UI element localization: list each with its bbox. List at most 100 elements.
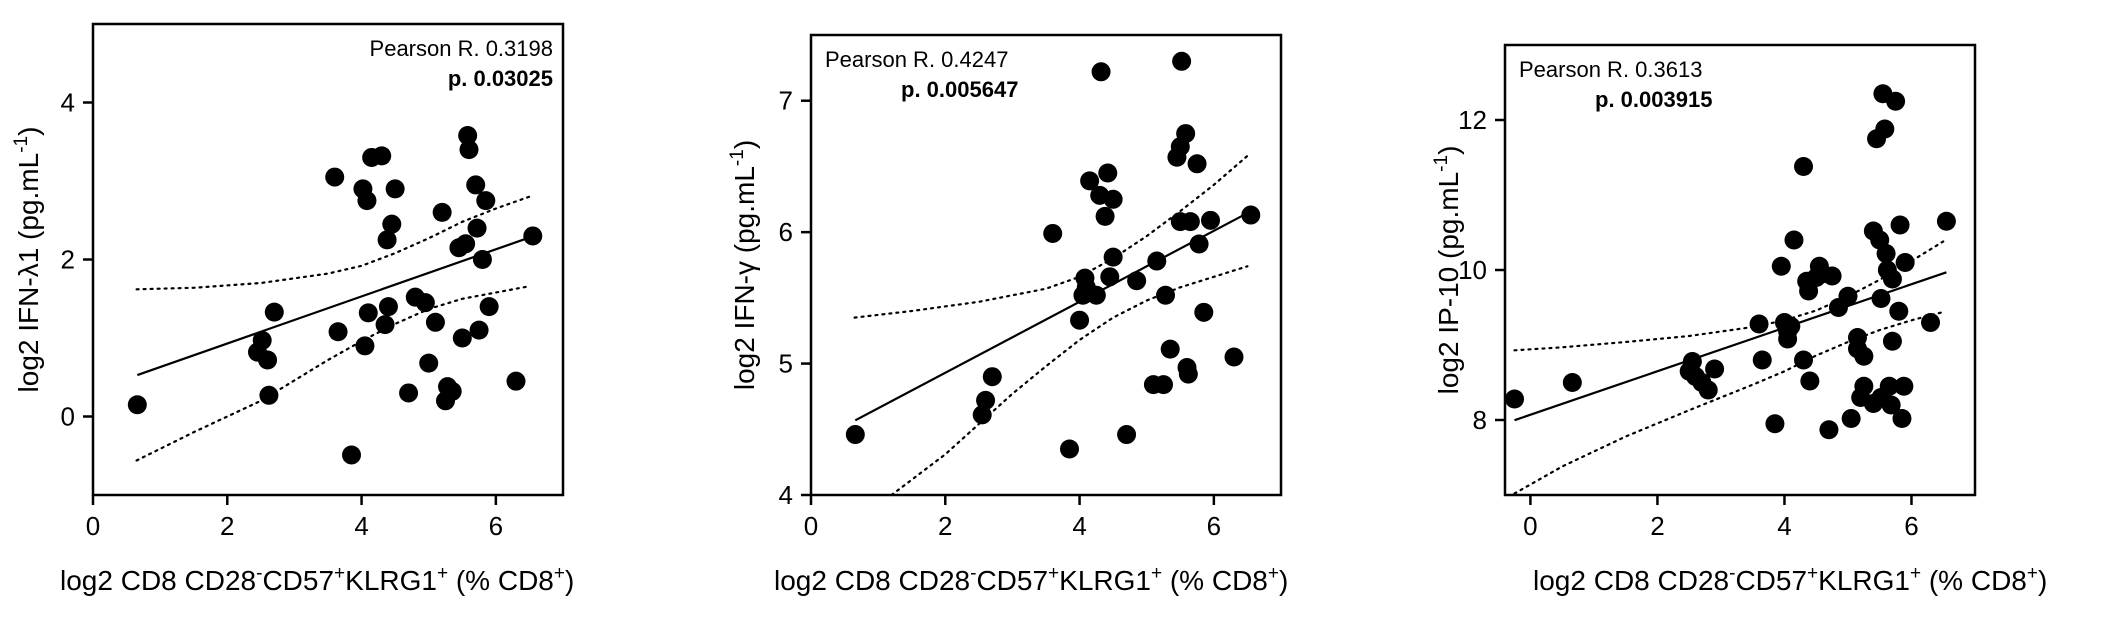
pearson-r-label: Pearson R. 0.4247 bbox=[825, 47, 1008, 72]
data-point bbox=[466, 175, 486, 195]
pearson-r-label: Pearson R. 0.3198 bbox=[370, 36, 553, 61]
x-tick-label: 2 bbox=[938, 511, 952, 541]
data-point bbox=[1889, 301, 1909, 321]
data-point bbox=[469, 320, 489, 340]
data-point bbox=[1176, 124, 1196, 144]
data-point bbox=[1841, 409, 1861, 428]
ci-lower-band bbox=[1513, 310, 1945, 495]
data-point bbox=[845, 425, 865, 445]
data-point bbox=[1749, 314, 1769, 334]
data-point bbox=[472, 250, 492, 269]
data-point bbox=[378, 297, 398, 317]
data-point bbox=[399, 383, 419, 403]
data-point bbox=[357, 191, 377, 211]
x-tick-label: 2 bbox=[220, 511, 234, 541]
x-tick-label: 0 bbox=[804, 511, 818, 541]
data-point bbox=[1854, 376, 1874, 396]
x-tick-label: 6 bbox=[1904, 511, 1918, 541]
data-point bbox=[264, 302, 284, 322]
data-point bbox=[476, 191, 496, 211]
data-point bbox=[328, 322, 348, 342]
data-point bbox=[1705, 359, 1725, 379]
data-point bbox=[1201, 210, 1220, 230]
data-point bbox=[432, 202, 452, 222]
data-point bbox=[456, 234, 476, 254]
plot-frame bbox=[809, 33, 1283, 497]
data-point bbox=[976, 390, 996, 410]
data-point bbox=[1103, 189, 1123, 209]
data-point bbox=[1224, 347, 1244, 367]
data-point bbox=[1180, 212, 1200, 232]
data-point bbox=[1881, 395, 1901, 415]
data-point bbox=[1241, 205, 1261, 225]
y-tick-label: 4 bbox=[779, 480, 793, 510]
data-point bbox=[375, 315, 395, 335]
chart-svg: 0 2 4 6 4 5 6 7 Pearson R. 0.4247 p. 0.005647 log2… bbox=[727, 33, 1288, 596]
x-tick-label: 0 bbox=[1523, 511, 1537, 541]
y-tick-label: 5 bbox=[779, 349, 793, 379]
data-point bbox=[1894, 376, 1914, 396]
data-point bbox=[382, 214, 402, 234]
ci-lower-band bbox=[135, 285, 531, 462]
x-tick-label: 0 bbox=[86, 511, 100, 541]
x-tick-label: 4 bbox=[1777, 511, 1791, 541]
data-point bbox=[1784, 230, 1804, 250]
data-point bbox=[452, 328, 472, 348]
y-tick-label: 0 bbox=[61, 402, 75, 432]
y-axis-title: log2 IFN-γ (pg.mL-1) bbox=[727, 140, 760, 390]
data-point bbox=[523, 226, 543, 246]
y-tick-label: 10 bbox=[1458, 255, 1487, 285]
x-tick-label: 2 bbox=[1650, 511, 1664, 541]
chart-ip10: 0 2 4 6 8 10 12 Pearson R. 0.3613 p. 0.003915 log… bbox=[1408, 0, 2112, 623]
pearson-r-label: Pearson R. 0.3613 bbox=[1519, 57, 1702, 82]
data-point bbox=[1091, 62, 1111, 82]
data-point bbox=[1160, 339, 1180, 359]
ci-lower-band bbox=[890, 265, 1249, 497]
data-point bbox=[1892, 409, 1912, 428]
data-point bbox=[1895, 253, 1915, 272]
data-point bbox=[1854, 346, 1874, 366]
data-point bbox=[1886, 91, 1906, 111]
data-point bbox=[355, 336, 375, 356]
data-point bbox=[1100, 267, 1120, 287]
data-point bbox=[325, 167, 345, 187]
data-point bbox=[1154, 375, 1173, 395]
data-point bbox=[506, 371, 526, 391]
regression-line bbox=[136, 235, 534, 377]
data-point bbox=[1781, 316, 1801, 336]
y-tick-label: 8 bbox=[1473, 405, 1487, 435]
y-tick-label: 6 bbox=[779, 217, 793, 247]
data-point bbox=[479, 297, 499, 317]
data-point bbox=[1080, 171, 1100, 191]
ci-upper-band bbox=[135, 195, 531, 291]
data-point bbox=[372, 146, 392, 166]
x-tick-label: 4 bbox=[354, 511, 368, 541]
data-point bbox=[1890, 215, 1910, 235]
data-point bbox=[258, 350, 278, 370]
y-tick-label: 4 bbox=[61, 88, 75, 118]
data-point bbox=[1822, 266, 1842, 286]
data-point bbox=[1879, 376, 1899, 396]
data-point bbox=[972, 405, 992, 425]
data-point bbox=[1771, 256, 1791, 276]
data-point bbox=[1103, 247, 1123, 267]
data-point bbox=[358, 303, 378, 323]
data-point bbox=[982, 367, 1002, 387]
data-point bbox=[1698, 380, 1718, 400]
regression-line bbox=[854, 210, 1252, 422]
data-point bbox=[1682, 352, 1702, 371]
data-point bbox=[1194, 302, 1214, 322]
x-axis-title: log2 CD8 CD28-CD57+KLRG1+ (% CD8+) bbox=[1533, 563, 2047, 596]
data-point bbox=[1189, 234, 1209, 254]
data-point bbox=[1147, 251, 1167, 271]
data-point bbox=[1819, 420, 1839, 440]
data-point bbox=[1871, 289, 1891, 308]
p-value-label: p. 0.03025 bbox=[448, 66, 553, 91]
data-point bbox=[1156, 285, 1176, 305]
data-point bbox=[127, 395, 147, 415]
data-point bbox=[1794, 157, 1814, 176]
x-tick-label: 6 bbox=[1207, 511, 1221, 541]
y-tick-label: 7 bbox=[779, 86, 793, 116]
data-point bbox=[1098, 163, 1118, 183]
plot-frame bbox=[91, 22, 565, 497]
